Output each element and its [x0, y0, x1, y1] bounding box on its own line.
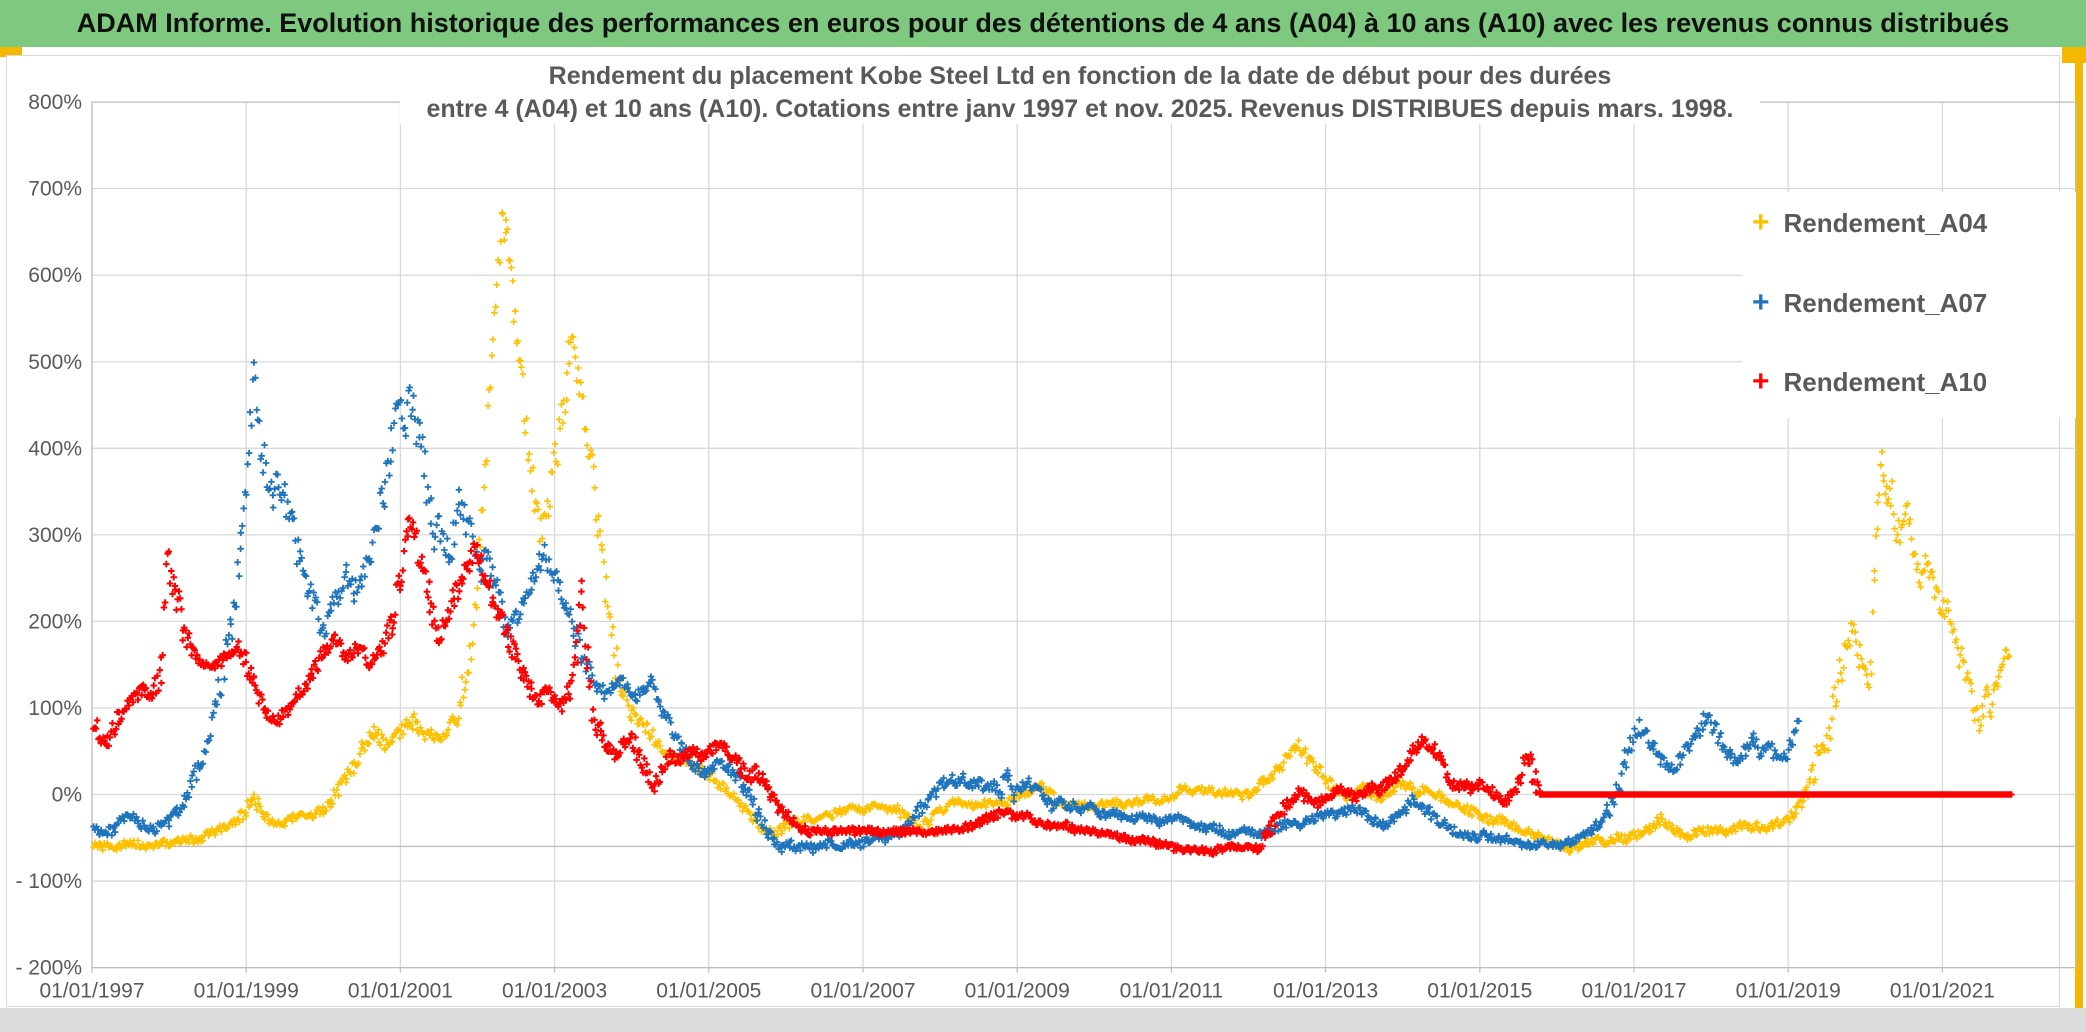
gold-accent-right-strip — [2075, 47, 2083, 1022]
x-tick-label: 01/01/2019 — [1736, 980, 1841, 1003]
y-tick-label: 300% — [28, 524, 82, 547]
x-tick-label: 01/01/2017 — [1581, 980, 1686, 1003]
y-tick-label: 400% — [28, 437, 82, 460]
chart-title-line2: entre 4 (A04) et 10 ans (A10). Cotations… — [400, 95, 1760, 124]
chart-legend: + Rendement_A04 + Rendement_A07 + Rendem… — [1742, 192, 2076, 418]
x-tick-label: 01/01/2013 — [1273, 980, 1378, 1003]
x-tick-label: 01/01/2005 — [656, 980, 761, 1003]
legend-label: Rendement_A07 — [1783, 287, 1988, 318]
legend-label: Rendement_A04 — [1783, 207, 1988, 238]
x-tick-label: 01/01/2015 — [1427, 980, 1532, 1003]
series-Rendement_A04 — [90, 209, 2013, 856]
y-tick-label: - 100% — [15, 870, 82, 893]
chart-object[interactable] — [6, 55, 2060, 1007]
plus-marker-icon: + — [1752, 206, 1770, 239]
legend-item-a10[interactable]: + Rendement_A10 — [1752, 365, 1987, 399]
x-tick-label: 01/01/2007 — [810, 980, 915, 1003]
x-tick-label: 01/01/1997 — [39, 980, 144, 1003]
legend-item-a04[interactable]: + Rendement_A04 — [1752, 206, 1987, 240]
gold-accent-top-left — [0, 47, 22, 57]
x-tick-label: 01/01/2003 — [502, 980, 607, 1003]
plus-marker-icon: + — [1752, 365, 1770, 398]
x-tick-label: 01/01/2011 — [1120, 980, 1224, 1003]
x-tick-label: 01/01/2009 — [965, 980, 1070, 1003]
y-tick-label: 600% — [28, 264, 82, 287]
bottom-gray-strip — [0, 1008, 2086, 1032]
legend-label: Rendement_A10 — [1783, 366, 1988, 397]
series-Rendement_A07 — [90, 359, 1803, 857]
y-tick-label: 800% — [28, 91, 82, 114]
x-tick-label: 01/01/2001 — [348, 980, 453, 1003]
series-Rendement_A10 — [90, 514, 2015, 858]
y-tick-label: 700% — [28, 178, 82, 201]
plus-marker-icon: + — [1752, 286, 1770, 319]
legend-item-a07[interactable]: + Rendement_A07 — [1752, 286, 1987, 320]
y-tick-label: 200% — [28, 610, 82, 633]
y-tick-label: 500% — [28, 351, 82, 374]
x-tick-label: 01/01/2021 — [1890, 980, 1995, 1003]
y-tick-label: - 200% — [15, 957, 82, 980]
y-tick-label: 0% — [52, 784, 82, 807]
chart-title-line1: Rendement du placement Kobe Steel Ltd en… — [400, 62, 1760, 91]
y-tick-label: 100% — [28, 697, 82, 720]
header-bar: ADAM Informe. Evolution historique des p… — [0, 0, 2086, 47]
header-title: ADAM Informe. Evolution historique des p… — [76, 8, 2010, 38]
x-tick-label: 01/01/1999 — [194, 980, 299, 1003]
